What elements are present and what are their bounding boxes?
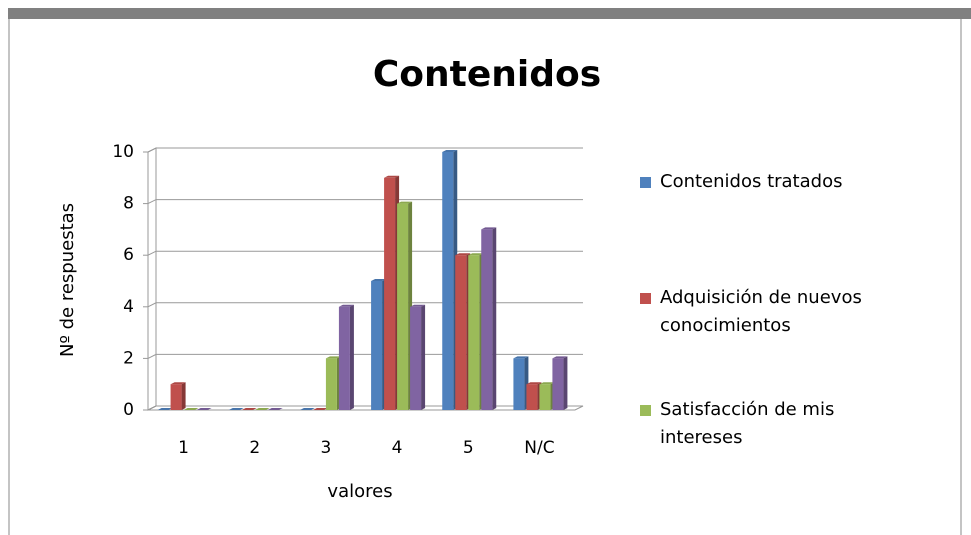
bar-top	[481, 227, 497, 230]
chart-title: Contenidos	[373, 54, 601, 95]
bar-side	[349, 304, 354, 410]
bar	[384, 177, 396, 410]
bar	[338, 306, 350, 410]
bar-top	[442, 150, 458, 152]
x-tick-label: 2	[249, 438, 260, 458]
y-tick-label: 6	[123, 245, 134, 265]
x-tick-label: N/C	[524, 438, 554, 458]
grid-line	[147, 199, 583, 205]
bar	[325, 358, 337, 410]
y-axis-label: Nº de respuestas	[57, 203, 78, 357]
bar-top	[157, 408, 173, 410]
bar	[526, 384, 538, 410]
legend-swatch	[640, 293, 651, 304]
bar-side	[181, 382, 186, 410]
grid-line	[147, 147, 583, 153]
legend-label: Contenidos tratados	[660, 171, 843, 192]
grid-line	[147, 250, 583, 256]
bar	[442, 152, 454, 410]
bar	[170, 384, 182, 410]
bar-top	[410, 304, 426, 307]
bar-top	[299, 408, 315, 410]
x-tick-label: 4	[392, 438, 403, 458]
y-tick-label: 10	[112, 142, 134, 162]
bar-top	[371, 279, 387, 281]
bar-side	[421, 304, 426, 410]
bar	[397, 203, 409, 410]
bar-top	[468, 253, 484, 256]
grid-line	[147, 405, 583, 411]
bar	[481, 229, 493, 410]
back-wall	[147, 147, 157, 411]
legend-swatch	[640, 405, 651, 416]
x-tick-label: 3	[321, 438, 332, 458]
bar	[552, 358, 564, 410]
bar-top	[513, 356, 529, 359]
x-tick-label: 1	[178, 438, 189, 458]
bar-side	[492, 227, 497, 410]
legend-label: Adquisición de nuevos conocimientos	[660, 287, 862, 336]
bar	[371, 281, 383, 410]
x-axis-label: valores	[327, 481, 392, 502]
bar	[455, 255, 467, 410]
top-bar	[8, 8, 971, 19]
legend-swatch	[640, 177, 651, 188]
y-tick-label: 4	[123, 297, 134, 317]
bar-top	[170, 382, 186, 385]
bar-top	[183, 408, 199, 410]
bar-top	[241, 408, 257, 410]
bar	[468, 255, 480, 410]
bar-top	[552, 356, 568, 359]
grid-line	[147, 353, 583, 359]
bar-top	[325, 356, 341, 359]
grid-line	[147, 302, 583, 308]
bar-side	[563, 356, 568, 410]
bar-top	[196, 408, 212, 410]
y-tick-label: 0	[123, 400, 134, 420]
bar-top	[312, 408, 328, 410]
y-tick-label: 2	[123, 348, 134, 368]
bar-top	[338, 304, 354, 307]
bar-top	[267, 408, 283, 410]
bar-top	[384, 175, 400, 178]
bar	[513, 358, 525, 410]
bar-top	[455, 253, 471, 256]
x-tick-label: 5	[463, 438, 474, 458]
bar-top	[254, 408, 270, 410]
bar-top	[526, 382, 542, 385]
bar-top	[228, 408, 244, 410]
bar	[410, 306, 422, 410]
bar-top	[539, 382, 555, 385]
bar-top	[397, 201, 413, 204]
bar	[539, 384, 551, 410]
legend-label: Satisfacción de mis intereses	[660, 399, 835, 448]
y-tick-label: 8	[123, 194, 134, 214]
